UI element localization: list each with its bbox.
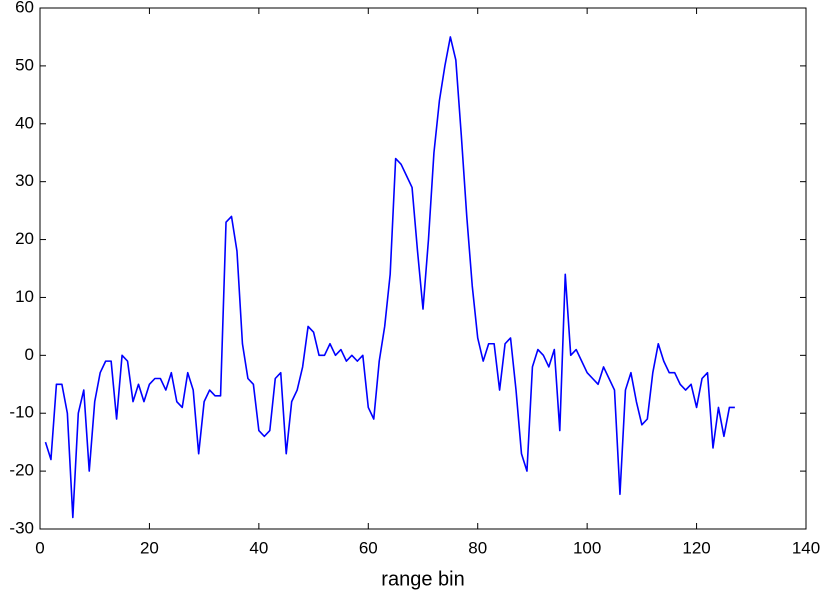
y-tick-label: -30 [9,518,34,537]
plot-frame [39,7,807,530]
y-tick-label: 20 [15,229,34,248]
x-tick-label: 80 [468,538,487,557]
data-line [44,36,735,519]
x-tick-label: 100 [573,538,601,557]
y-tick-label: 10 [15,287,34,306]
x-tick-label: 0 [35,538,44,557]
y-tick-label: -10 [9,403,34,422]
y-tick-label: 40 [15,113,34,132]
y-tick-label: 0 [25,345,34,364]
x-tick-label: 120 [682,538,710,557]
x-tick-label: 20 [140,538,159,557]
x-tick-label: 140 [792,538,820,557]
y-tick-label: 50 [15,55,34,74]
x-axis-label: range bin [381,568,464,590]
x-tick-label: 40 [249,538,268,557]
y-tick-label: 30 [15,171,34,190]
y-tick-label: 60 [15,0,34,16]
x-tick-label: 60 [359,538,378,557]
y-tick-label: -20 [9,461,34,480]
